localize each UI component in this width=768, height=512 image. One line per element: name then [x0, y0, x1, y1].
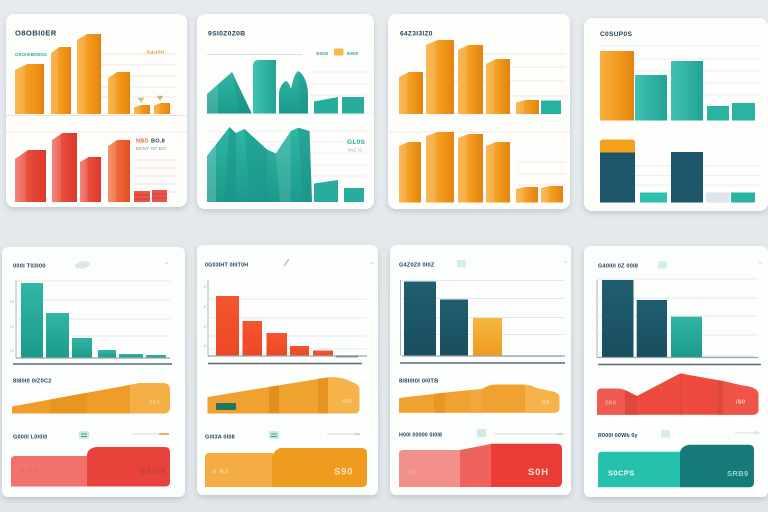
svg-text:30: 30 — [10, 300, 14, 304]
svg-text:G4Z0Z0 0I0Z: G4Z0Z0 0I0Z — [399, 263, 435, 269]
svg-text:8: 8 — [204, 305, 206, 309]
svg-text:2K0: 2K0 — [605, 401, 616, 407]
svg-text:F4d00: F4d00 — [147, 51, 164, 57]
svg-text:64Z3I3IZ0: 64Z3I3IZ0 — [400, 31, 433, 38]
svg-text:0G03IHT 0IIIT0H: 0G03IHT 0IIIT0H — [205, 263, 248, 269]
svg-text:S2G8: S2G8 — [139, 466, 167, 477]
svg-text:G0OI0IB0NNS: G0OI0IB0NNS — [15, 52, 47, 57]
svg-text:3I000I: 3I000I — [316, 51, 328, 56]
svg-text:9SI0Z0Z0B: 9SI0Z0Z0B — [208, 31, 245, 38]
svg-text:8: 8 — [204, 325, 206, 329]
svg-text:400: 400 — [342, 399, 352, 405]
svg-text:R000I 00Wb 0y: R000I 00Wb 0y — [598, 433, 638, 439]
svg-text:8NZ IS: 8NZ IS — [348, 148, 362, 153]
svg-text:/88: /88 — [541, 400, 550, 406]
svg-text:SRB9: SRB9 — [727, 469, 749, 478]
svg-text:/S0: /S0 — [736, 400, 745, 406]
svg-text:N RD: N RD — [20, 468, 38, 475]
svg-text:8I8I0I0I 0I0TB: 8I8I0I0I 0I0TB — [399, 379, 439, 385]
svg-text:8II0I8: 8II0I8 — [347, 51, 359, 56]
svg-text:H00I 00000 0I0I8: H00I 00000 0I0I8 — [399, 433, 442, 439]
svg-text:A R3: A R3 — [212, 469, 229, 476]
svg-text:261: 261 — [149, 400, 161, 406]
svg-text:C0SUP0S: C0SUP0S — [600, 31, 632, 38]
svg-text:10: 10 — [10, 349, 14, 353]
svg-text:O8OBI0ER: O8OBI0ER — [15, 29, 57, 38]
svg-text:G000I L0I0I0: G000I L0I0I0 — [13, 435, 48, 441]
svg-text:S0CPS: S0CPS — [608, 469, 635, 478]
svg-text:G40I0I 0Z 00I8: G40I0I 0Z 00I8 — [598, 264, 638, 270]
svg-text:GI03A 0I08: GI03A 0I08 — [205, 435, 235, 441]
svg-text:20: 20 — [10, 325, 14, 329]
svg-text:S90: S90 — [334, 467, 353, 478]
svg-text:NBD: NBD — [136, 139, 149, 145]
svg-text:8I80I0 0IZ0C2: 8I80I0 0IZ0C2 — [13, 379, 52, 385]
svg-text:BNNY OF DO: BNNY OF DO — [136, 146, 166, 151]
svg-text:000I T03I00: 000I T03I00 — [13, 264, 46, 270]
svg-text:S0H: S0H — [528, 467, 549, 478]
svg-text:8: 8 — [204, 344, 206, 348]
svg-text:BO.8: BO.8 — [151, 139, 165, 145]
svg-text:N0: N0 — [408, 470, 417, 477]
svg-text:8: 8 — [204, 285, 206, 289]
svg-text:GL0S: GL0S — [347, 139, 366, 146]
